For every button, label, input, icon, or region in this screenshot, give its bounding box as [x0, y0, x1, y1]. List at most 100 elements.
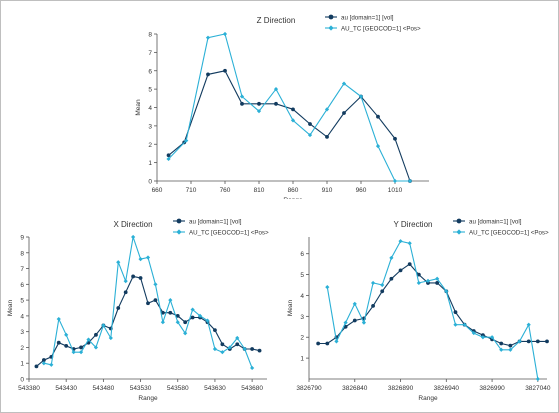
z-direction-chart: Z Direction 0 1 2 3 4 5 6 7 8 660 710 760 810 860 910 96…	[135, 14, 429, 199]
data-point-2	[389, 255, 394, 260]
x-tick-label: 3826790	[296, 385, 322, 392]
data-point-2	[56, 316, 61, 322]
data-point-2	[358, 94, 364, 99]
legend-marker	[456, 229, 462, 235]
data-point-2	[526, 322, 531, 327]
chart-title: Y Direction	[394, 220, 433, 229]
data-point-1	[79, 345, 83, 350]
data-point-1	[393, 136, 397, 141]
legend-label: au [domain=1] [vol]	[469, 218, 522, 225]
data-point-1	[213, 328, 217, 332]
data-point-2	[325, 285, 330, 290]
data-point-2	[227, 345, 232, 350]
x-tick-label: 960	[356, 187, 367, 194]
data-point-2	[273, 87, 279, 92]
y-axis-label: Mean	[287, 299, 294, 316]
data-point-2	[250, 365, 255, 371]
y-axis-label: Mean	[7, 299, 14, 316]
series-line-2	[326, 240, 539, 380]
data-point-2	[145, 255, 151, 260]
legend-label: au [domain=1] [vol]	[189, 218, 242, 225]
legend-label: AU_TC [GEOCOD=1] <Pos>	[341, 25, 421, 32]
data-point-2	[352, 301, 357, 306]
data-point-2	[407, 241, 412, 246]
data-point-2	[341, 81, 347, 86]
x-tick-label: 3827040	[525, 385, 551, 392]
legend-label: AU_TC [GEOCOD=1] <Pos>	[189, 229, 269, 236]
y-tick-label: 3	[20, 329, 24, 336]
legend-marker	[328, 14, 334, 20]
y-tick-label: 4	[20, 313, 24, 320]
x-tick-label: 543430	[55, 385, 77, 392]
data-point-2	[168, 298, 173, 303]
y-tick-label: 5	[20, 298, 24, 305]
y-tick-label: 5	[148, 87, 152, 94]
data-point-2	[108, 335, 113, 341]
data-point-2	[64, 332, 69, 337]
x-direction-chart: X Direction 0 1 2 3 4 5 6 7 8 9 543380 543430 543480 5…	[7, 218, 269, 402]
y-tick-label: 7	[148, 50, 152, 57]
data-point-1	[545, 339, 549, 344]
data-point-1	[138, 276, 143, 280]
data-point-2	[71, 350, 76, 355]
y-direction-chart: Y Direction 1 2 3 4 5 6 3826790 3826840 3826890 38…	[287, 218, 551, 402]
data-point-1	[250, 347, 255, 351]
data-point-2	[205, 35, 211, 40]
x-axis-label: Range	[418, 395, 438, 402]
data-point-1	[146, 301, 150, 306]
y-tick-label: 6	[20, 282, 24, 289]
y-tick-label: 4	[300, 293, 304, 300]
y-tick-label: 3	[148, 123, 152, 130]
data-point-1	[206, 72, 210, 77]
data-point-1	[325, 135, 329, 139]
data-point-2	[212, 346, 218, 352]
series-line-1	[318, 263, 547, 347]
x-tick-label: 3826940	[434, 385, 460, 392]
data-point-1	[316, 341, 321, 346]
data-point-2	[489, 335, 495, 340]
legend-marker	[176, 218, 182, 224]
x-tick-label: 660	[152, 187, 163, 194]
x-tick-label: 543530	[130, 385, 152, 392]
data-point-2	[416, 280, 421, 286]
data-point-1	[308, 122, 312, 126]
data-point-2	[242, 346, 247, 352]
x-tick-label: 543380	[18, 385, 40, 392]
x-tick-label: 3826840	[342, 385, 368, 392]
x-tick-label: 760	[220, 187, 231, 194]
x-tick-label: 910	[322, 187, 333, 194]
y-tick-label: 9	[20, 235, 24, 242]
x-tick-label: 543580	[167, 385, 189, 392]
data-point-1	[257, 101, 261, 106]
data-point-2	[222, 31, 228, 37]
y-axis-label: Mean	[135, 99, 142, 116]
y-tick-label: 1	[300, 356, 304, 363]
data-point-1	[380, 289, 385, 294]
legend-label: AU_TC [GEOCOD=1] <Pos>	[469, 229, 549, 236]
x-tick-label: 3826890	[388, 385, 414, 392]
data-point-1	[325, 341, 330, 346]
data-point-2	[160, 320, 165, 325]
data-point-2	[375, 143, 381, 149]
data-point-1	[183, 320, 188, 325]
y-tick-label: 6	[148, 68, 152, 75]
series-line-1	[168, 70, 411, 182]
data-point-1	[131, 274, 136, 279]
data-point-1	[160, 310, 165, 315]
data-point-1	[342, 111, 346, 115]
legend-marker	[176, 229, 182, 235]
data-point-2	[453, 322, 458, 327]
data-point-1	[508, 343, 513, 348]
data-point-2	[49, 362, 54, 367]
data-point-1	[34, 364, 39, 369]
data-point-2	[499, 347, 504, 352]
x-tick-label: 1010	[388, 187, 403, 194]
data-point-1	[389, 276, 394, 281]
legend-label: au [domain=1] [vol]	[341, 14, 394, 21]
x-tick-label: 3826990	[479, 385, 505, 392]
data-point-1	[376, 114, 380, 119]
data-point-1	[235, 342, 240, 347]
data-point-2	[290, 118, 296, 123]
chart-title: X Direction	[113, 220, 152, 229]
data-point-2	[307, 132, 313, 138]
